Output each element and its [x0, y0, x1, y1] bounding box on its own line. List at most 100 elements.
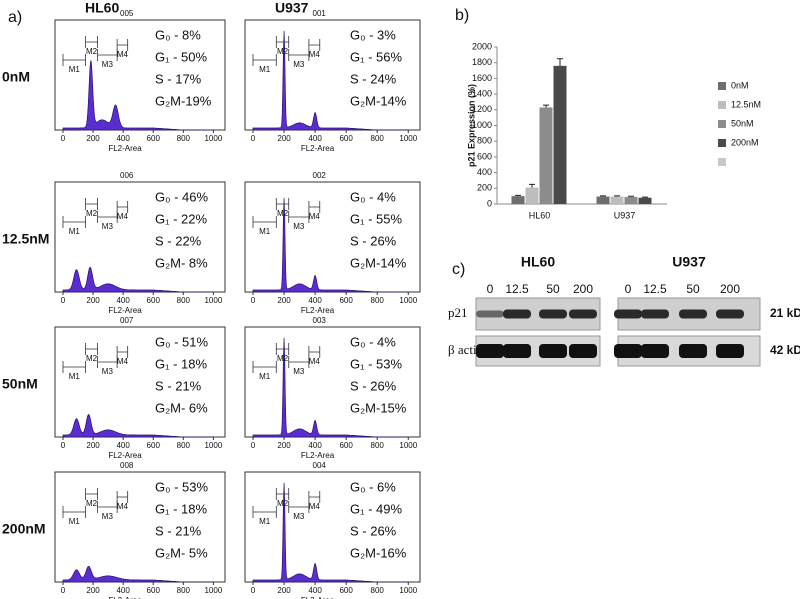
bar: [553, 65, 567, 204]
sample-id: 004: [313, 461, 327, 470]
blot-band: [716, 344, 744, 358]
marker-bracket: [116, 491, 129, 503]
x-tick-label: 400: [116, 296, 130, 305]
x-tick-label: 400: [116, 441, 130, 450]
x-tick-label: 1000: [204, 586, 222, 595]
histogram: [62, 566, 214, 583]
x-tick-label: 1000: [399, 441, 417, 450]
x-tick-label: 0: [61, 586, 66, 595]
blot-band: [716, 309, 744, 319]
bar: [525, 187, 539, 204]
x-tick-label: 1000: [399, 134, 417, 143]
y-tick-label: 600: [477, 151, 492, 161]
phase-stat: G₀ - 53%: [155, 479, 209, 494]
y-tick-label: 2000: [472, 41, 492, 51]
y-tick-label: 800: [477, 136, 492, 146]
bar: [596, 196, 610, 204]
phase-stat: G₂M-16%: [350, 545, 407, 560]
error-bar: [543, 104, 549, 108]
phase-stat: S - 26%: [350, 378, 397, 393]
blot-band: [569, 344, 597, 358]
x-tick-label: 800: [177, 296, 191, 305]
row-label: 50nM: [2, 376, 38, 392]
marker-label: M3: [293, 512, 305, 521]
marker-bracket: [252, 216, 277, 228]
x-tick-label: U937: [614, 210, 636, 220]
x-tick-label: 800: [371, 441, 385, 450]
marker-label: M1: [69, 65, 81, 74]
phase-stat: G₂M-19%: [155, 93, 212, 108]
x-tick-label: 600: [147, 296, 161, 305]
y-tick-label: 200: [477, 183, 492, 193]
blot-band: [614, 344, 642, 358]
phase-stat: S - 21%: [155, 523, 202, 538]
y-tick-label: 1000: [472, 120, 492, 130]
legend-label: 12.5nM: [731, 99, 761, 109]
marker-label: M4: [309, 502, 321, 511]
x-tick-label: 0: [61, 134, 66, 143]
phase-stat: G₂M-15%: [350, 400, 407, 415]
marker-label: M2: [86, 354, 98, 363]
x-tick-label: 200: [277, 134, 291, 143]
x-tick-label: 1000: [204, 134, 222, 143]
lane-label: 50: [686, 282, 700, 296]
x-tick-label: 1000: [204, 296, 222, 305]
x-tick-label: 600: [147, 586, 161, 595]
marker-bracket: [252, 361, 277, 373]
error-bar: [557, 58, 563, 66]
y-axis-label: p21 Expression (%): [466, 84, 476, 167]
marker-bracket: [308, 346, 321, 358]
marker-bracket: [308, 201, 321, 213]
blot-band: [569, 309, 597, 319]
blot-band: [614, 309, 642, 319]
marker-label: M3: [293, 222, 305, 231]
lane-label: 0: [625, 282, 632, 296]
x-tick-label: 800: [371, 296, 385, 305]
phase-stat: G₀ - 4%: [350, 189, 396, 204]
marker-label: M1: [259, 65, 271, 74]
row-label: β actin: [448, 342, 484, 357]
marker-bracket: [275, 343, 290, 355]
marker-label: M4: [309, 50, 321, 59]
blot-band: [539, 309, 567, 319]
y-tick-label: 1400: [472, 88, 492, 98]
histogram: [252, 30, 409, 131]
x-tick-label: 1000: [204, 441, 222, 450]
marker-label: M1: [69, 227, 81, 236]
x-tick-label: 800: [177, 441, 191, 450]
marker-label: M2: [277, 47, 289, 56]
lane-label: 0: [487, 282, 494, 296]
phase-stat: G₂M- 5%: [155, 545, 208, 560]
blot-band: [476, 310, 504, 318]
x-axis-label: FL2-Area: [108, 306, 142, 315]
bar: [539, 107, 553, 204]
marker-bracket: [116, 39, 129, 51]
marker-bracket: [62, 216, 86, 228]
marker-bracket: [116, 346, 129, 358]
histogram: [62, 266, 214, 293]
phase-stat: S - 26%: [350, 233, 397, 248]
phase-stat: G₂M-14%: [350, 255, 407, 270]
x-tick-label: 400: [308, 134, 322, 143]
phase-stat: G₂M-14%: [350, 93, 407, 108]
blot-band: [641, 344, 669, 358]
x-tick-label: 600: [339, 296, 353, 305]
marker-label: M1: [259, 372, 271, 381]
histogram: [252, 337, 409, 438]
x-axis-label: FL2-Area: [301, 144, 335, 153]
error-bar: [614, 195, 620, 197]
x-tick-label: 600: [339, 441, 353, 450]
marker-label: M2: [86, 209, 98, 218]
legend-swatch: [718, 101, 726, 109]
bar: [511, 196, 525, 204]
marker-label: M3: [102, 512, 114, 521]
x-tick-label: 200: [86, 441, 100, 450]
marker-label: M2: [86, 47, 98, 56]
x-axis-label: FL2-Area: [108, 451, 142, 460]
row-label: 0nM: [2, 69, 30, 85]
phase-stat: G₁ - 18%: [155, 501, 208, 516]
marker-bracket: [252, 506, 277, 518]
panel-label: a): [8, 9, 22, 26]
x-tick-label: 200: [86, 586, 100, 595]
marker-bracket: [275, 198, 290, 210]
